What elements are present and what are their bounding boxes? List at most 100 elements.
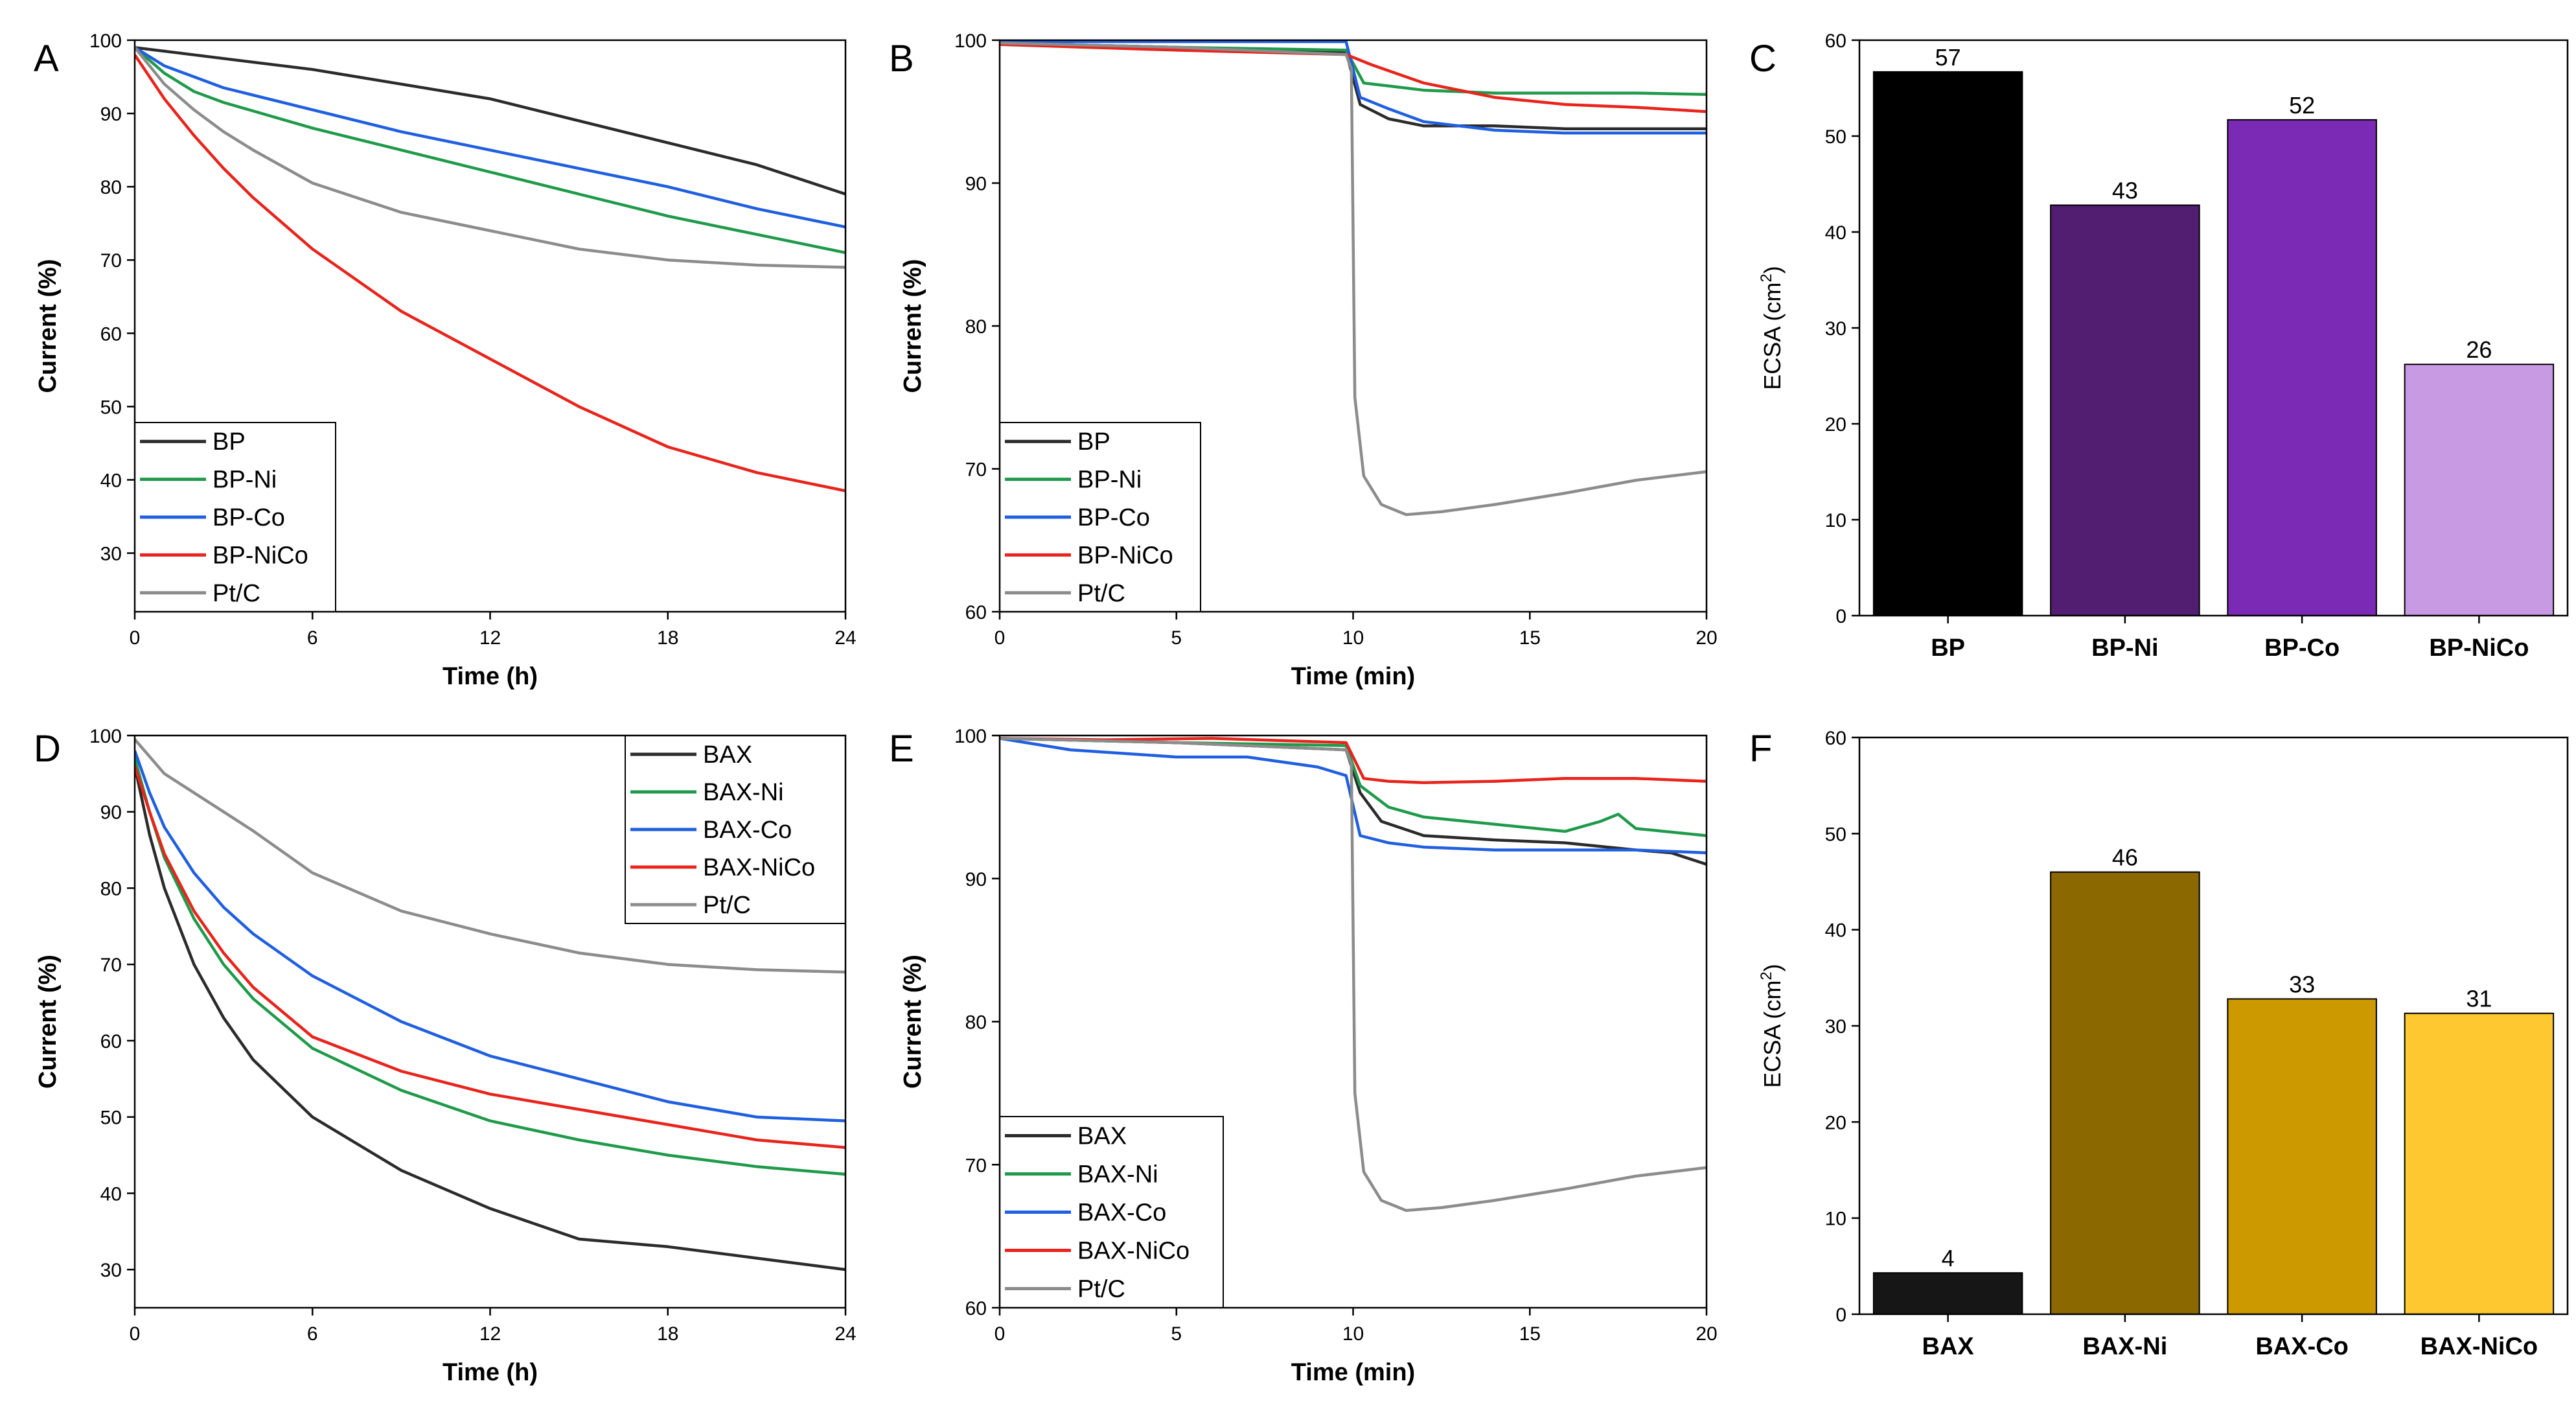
y-tick-label: 80 — [100, 878, 122, 899]
y-axis-label-close: ) — [1759, 266, 1786, 273]
y-tick-label: 90 — [965, 174, 987, 195]
series-line-bax-co — [135, 750, 845, 1122]
y-tick-label: 60 — [1825, 30, 1846, 52]
bar-value-label: 4 — [1942, 1245, 1955, 1271]
x-category-label: BAX-NiCo — [2421, 1333, 2538, 1360]
y-tick-label: 0 — [1835, 606, 1846, 627]
legend-label: BP-Co — [1077, 504, 1150, 531]
legend-label: BAX-Co — [1077, 1200, 1166, 1227]
series-line-bp-ni — [135, 46, 845, 255]
y-tick-label: 40 — [1825, 920, 1846, 942]
series-line-bax-ni — [135, 758, 845, 1176]
legend-label: BP-Ni — [213, 467, 277, 494]
x-category-label: BP-Co — [2264, 634, 2340, 662]
y-tick-label: 40 — [100, 1183, 122, 1205]
y-tick-label: 20 — [1825, 1112, 1846, 1133]
bar-value-label: 43 — [2112, 178, 2138, 204]
series-line-pt-c — [1000, 41, 1707, 516]
y-tick-label: 10 — [1825, 510, 1846, 531]
legend-label: Pt/C — [1077, 1276, 1125, 1303]
y-tick-label: 80 — [965, 1012, 987, 1034]
plot-frame — [998, 734, 1708, 1309]
x-axis-label: Time (min) — [1291, 663, 1415, 690]
y-tick-label: 10 — [1825, 1209, 1846, 1230]
y-tick-label: 80 — [100, 177, 122, 198]
legend-label: BAX-NiCo — [703, 854, 815, 881]
y-tick-label: 60 — [965, 1298, 987, 1319]
y-tick-label: 60 — [100, 323, 122, 345]
y-tick-label: 60 — [100, 1031, 122, 1052]
plot-frame — [1858, 39, 2569, 617]
x-tick-label: 20 — [1696, 627, 1717, 649]
y-tick-label: 70 — [965, 459, 987, 481]
x-category-label: BAX-Ni — [2082, 1333, 2167, 1360]
plot-frame — [1858, 736, 2569, 1316]
y-tick-label: 0 — [1835, 1304, 1846, 1326]
legend-label: BP — [213, 428, 246, 456]
panel-letter: F — [1749, 728, 1772, 770]
y-tick-label: 30 — [100, 544, 122, 565]
y-tick-label: 40 — [100, 470, 122, 491]
bar-bp-nico — [2404, 364, 2555, 616]
y-tick-label: 90 — [100, 104, 122, 125]
x-tick-label: 0 — [130, 627, 141, 649]
x-tick-label: 24 — [834, 627, 856, 649]
plot-frame — [133, 39, 847, 613]
y-tick-label: 100 — [954, 726, 987, 747]
bar-bax-nico — [2404, 1012, 2555, 1315]
bar-value-label: 33 — [2289, 971, 2315, 997]
legend-label: BP-Ni — [1077, 467, 1142, 494]
panel-b: B 60 70 80 90 100 Current (%) 0 5 10 15 20 Time (min… — [889, 30, 1718, 690]
panel-letter: C — [1749, 38, 1777, 80]
y-tick-label: 90 — [965, 869, 987, 890]
legend-label: BP-NiCo — [213, 542, 308, 569]
bar-value-label: 31 — [2466, 986, 2492, 1012]
y-tick-label: 30 — [100, 1260, 122, 1281]
series-line-bax-nico — [135, 765, 845, 1150]
x-tick-label: 10 — [1342, 1323, 1364, 1345]
panel-letter: E — [889, 728, 914, 770]
superscript: 2 — [1758, 971, 1775, 980]
bar-bp-co — [2227, 119, 2377, 616]
x-tick-label: 15 — [1519, 627, 1541, 649]
x-axis-label: Time (h) — [443, 663, 538, 690]
panel-letter: A — [34, 38, 59, 80]
panel-c: C 0 10 20 30 40 50 60 ECSA (cm2) 57 BP 43 BP-Ni 52 BP-… — [1749, 30, 2569, 662]
x-tick-label: 20 — [1696, 1323, 1717, 1345]
y-tick-label: 70 — [100, 955, 122, 976]
legend-label: BAX — [703, 741, 752, 769]
y-axis-label-close: ) — [1759, 964, 1786, 971]
x-tick-label: 18 — [657, 627, 678, 649]
x-category-label: BP — [1931, 634, 1965, 662]
series-line-bax-nico — [1000, 737, 1707, 785]
y-axis-label: ECSA (cm2) — [1758, 266, 1786, 389]
series-line-pt-c — [135, 738, 845, 974]
panel-letter: D — [34, 728, 61, 770]
x-category-label: BP-Ni — [2091, 634, 2158, 662]
y-tick-label: 50 — [1825, 126, 1846, 148]
bar-bp — [1872, 71, 2023, 616]
series-line-pt-c — [1000, 737, 1707, 1212]
superscript: 2 — [1758, 273, 1775, 282]
panel-d: D 30 40 50 60 70 80 90 100 Current (%) 0 6 12 18 24 Tim… — [34, 726, 857, 1386]
bar-value-label: 52 — [2289, 92, 2315, 119]
series-line-pt-c — [135, 46, 845, 269]
y-tick-label: 30 — [1825, 1016, 1846, 1038]
legend-label: BAX-Ni — [703, 779, 784, 806]
x-tick-label: 0 — [995, 627, 1006, 649]
y-tick-label: 90 — [100, 802, 122, 824]
y-axis-label: Current (%) — [34, 259, 62, 393]
series-line-bp-nico — [135, 54, 845, 493]
bar-value-label: 46 — [2112, 844, 2138, 871]
x-tick-label: 24 — [834, 1323, 856, 1345]
series-line-bp-nico — [1000, 43, 1707, 113]
panel-a: A 30 40 50 60 70 80 90 100 Current (%) 0 6 12 18 24 Tim… — [34, 30, 857, 690]
x-category-label: BAX-Co — [2255, 1333, 2349, 1360]
plot-frame — [133, 734, 847, 1309]
legend-label: BP — [1077, 428, 1110, 456]
y-tick-label: 30 — [1825, 318, 1846, 340]
x-tick-label: 0 — [995, 1323, 1006, 1345]
y-tick-label: 80 — [965, 316, 987, 338]
legend-label: BAX-Co — [703, 817, 792, 844]
